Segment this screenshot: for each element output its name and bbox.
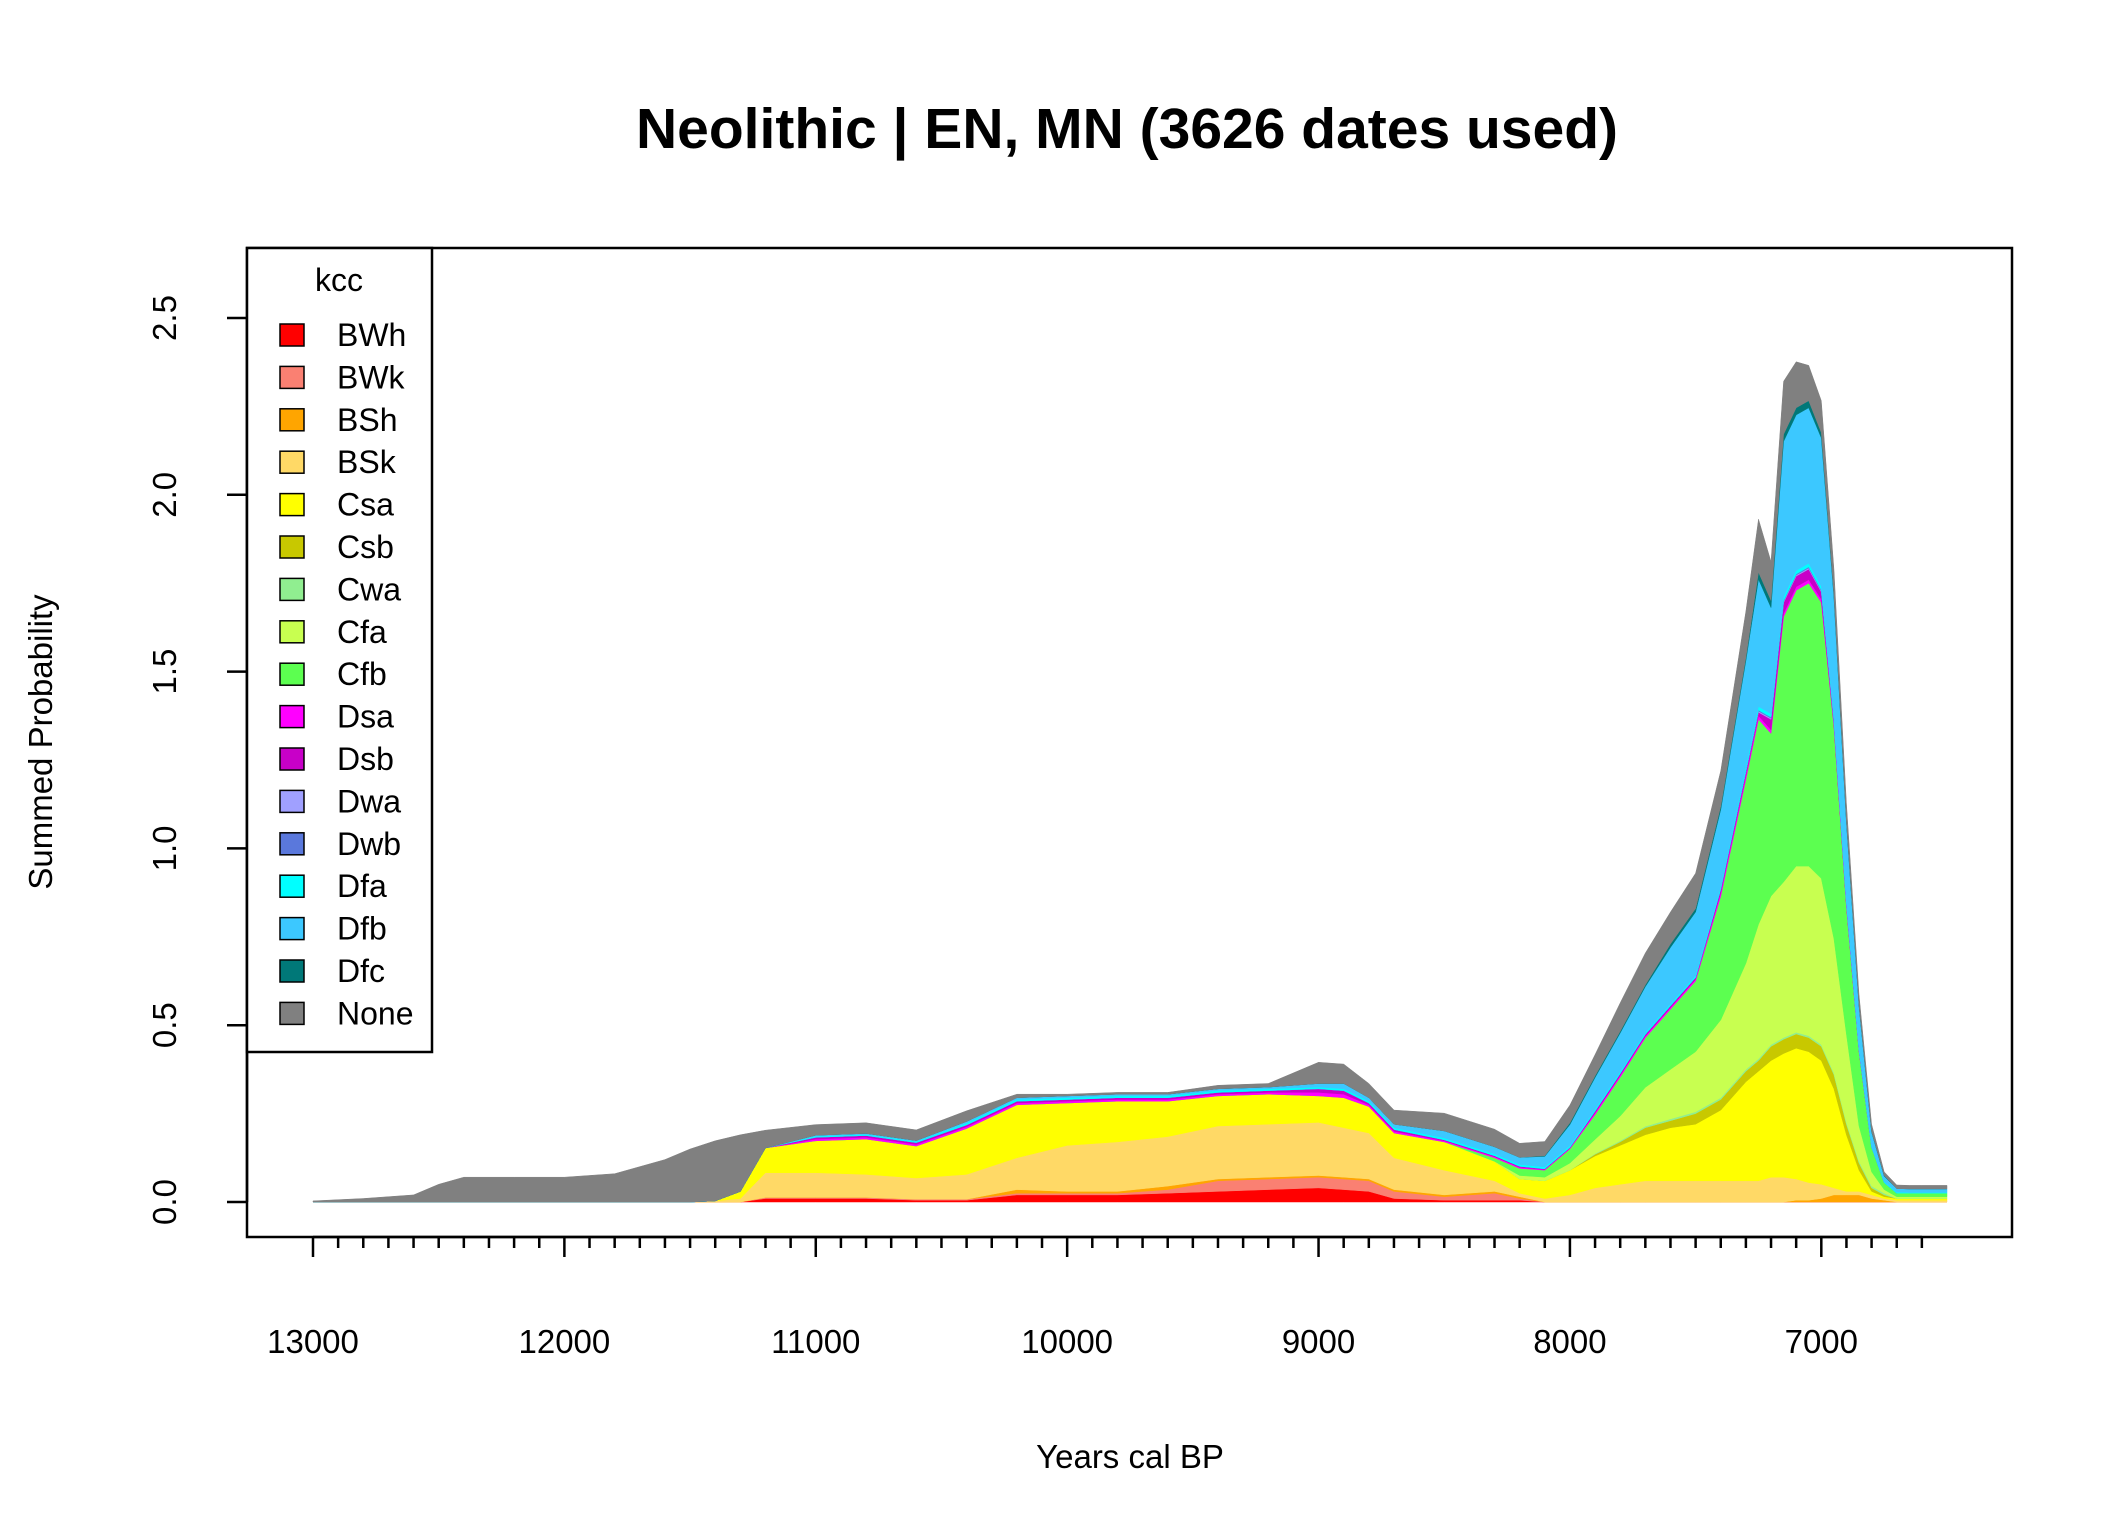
legend-swatch bbox=[279, 832, 305, 856]
legend-item-dfb: Dfb bbox=[279, 911, 387, 947]
legend-swatch bbox=[279, 789, 305, 814]
legend-label: Dwb bbox=[337, 826, 401, 862]
legend-swatch bbox=[279, 620, 305, 644]
x-tick-label: 7000 bbox=[1785, 1323, 1858, 1360]
legend-item-dfc: Dfc bbox=[279, 953, 385, 989]
legend-swatch bbox=[279, 747, 305, 771]
legend-box bbox=[245, 246, 434, 1054]
y-axis: 0.0 0.5 1.0 1.5 2.0 2.5 bbox=[146, 295, 249, 1225]
legend-item-dwa: Dwa bbox=[279, 783, 401, 819]
legend-item-dwb: Dwb bbox=[279, 826, 401, 862]
x-axis-label: Years cal BP bbox=[1036, 1438, 1224, 1475]
chart-title: Neolithic | EN, MN (3626 dates used) bbox=[636, 97, 1618, 161]
legend-label: Cwa bbox=[337, 571, 401, 607]
legend-label: Dsb bbox=[337, 741, 394, 777]
x-axis: 13000 12000 11000 10000 9000 8000 7000 bbox=[267, 1235, 1924, 1360]
y-tick-label: 2.5 bbox=[146, 295, 183, 341]
x-tick-label: 8000 bbox=[1533, 1323, 1606, 1360]
legend-swatch bbox=[279, 323, 305, 347]
y-tick-label: 0.5 bbox=[146, 1002, 183, 1048]
x-tick-label: 13000 bbox=[267, 1323, 359, 1360]
legend-label: Cfb bbox=[337, 656, 387, 692]
legend-label: BSk bbox=[337, 444, 397, 480]
y-tick-label: 0.0 bbox=[146, 1179, 183, 1225]
area-none bbox=[312, 361, 1948, 1203]
legend-item-bwh: BWh bbox=[279, 317, 406, 353]
legend-label: Dfa bbox=[337, 868, 387, 904]
stacked-areas bbox=[312, 361, 1948, 1203]
legend: kcc BWh BWk BSh BSk Csa Csb Cwa Cfa Cfb Dsa Dsb Dwa… bbox=[245, 246, 434, 1054]
legend-item-csa: Csa bbox=[279, 487, 394, 523]
legend-swatch bbox=[279, 662, 305, 686]
legend-item-csb: Csb bbox=[279, 529, 394, 565]
legend-label: Cfa bbox=[337, 614, 387, 650]
x-tick-label: 12000 bbox=[519, 1323, 611, 1360]
legend-label: BWh bbox=[337, 317, 406, 353]
legend-swatch bbox=[279, 916, 305, 941]
x-tick-label: 10000 bbox=[1021, 1323, 1113, 1360]
legend-label: Dsa bbox=[337, 699, 394, 735]
x-tick-label: 11000 bbox=[771, 1323, 860, 1360]
legend-swatch bbox=[279, 450, 305, 474]
y-tick-label: 2.0 bbox=[146, 472, 183, 518]
legend-swatch bbox=[279, 959, 305, 983]
y-tick-label: 1.5 bbox=[146, 649, 183, 695]
legend-label: Dfc bbox=[337, 953, 385, 989]
legend-item-dfa: Dfa bbox=[279, 868, 387, 904]
legend-label: Dwa bbox=[337, 783, 401, 819]
legend-label: Csb bbox=[337, 529, 394, 565]
legend-item-none: None bbox=[279, 995, 414, 1031]
legend-swatch bbox=[279, 1001, 305, 1026]
legend-label: Csa bbox=[337, 487, 394, 523]
legend-item-bwk: BWk bbox=[279, 359, 406, 395]
y-axis-label: Summed Probability bbox=[22, 594, 59, 890]
legend-swatch bbox=[279, 577, 305, 602]
legend-item-bsk: BSk bbox=[279, 444, 397, 480]
legend-label: None bbox=[337, 995, 414, 1031]
legend-item-cfb: Cfb bbox=[279, 656, 387, 692]
legend-label: Dfb bbox=[337, 911, 387, 947]
y-tick-label: 1.0 bbox=[146, 825, 183, 871]
legend-swatch bbox=[279, 704, 305, 729]
legend-item-cfa: Cfa bbox=[279, 614, 387, 650]
x-tick-label: 9000 bbox=[1282, 1323, 1355, 1360]
legend-item-cwa: Cwa bbox=[279, 571, 401, 607]
legend-swatch bbox=[279, 408, 305, 432]
legend-swatch bbox=[279, 535, 305, 559]
legend-swatch bbox=[279, 874, 305, 898]
legend-item-dsa: Dsa bbox=[279, 699, 394, 735]
legend-item-dsb: Dsb bbox=[279, 741, 394, 777]
legend-swatch bbox=[279, 365, 305, 390]
legend-swatch bbox=[279, 492, 305, 517]
legend-title: kcc bbox=[315, 262, 363, 298]
legend-label: BWk bbox=[337, 359, 406, 395]
legend-label: BSh bbox=[337, 402, 397, 438]
legend-item-bsh: BSh bbox=[279, 402, 397, 438]
